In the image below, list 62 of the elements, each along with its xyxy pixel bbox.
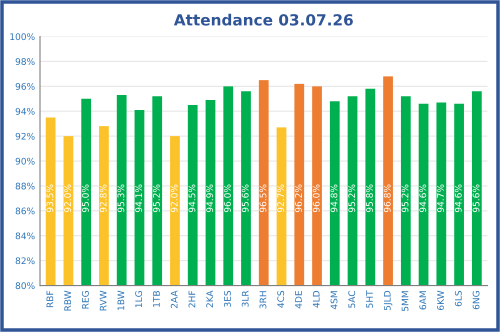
x-tick-label: 2HF — [188, 290, 196, 308]
data-label: 94.6% — [454, 184, 462, 212]
y-tick-label: 80% — [16, 282, 35, 290]
chart-title: Attendance 03.07.26 — [174, 14, 353, 26]
data-label: 92.0% — [170, 184, 178, 212]
x-tick-label: 1TB — [153, 291, 160, 307]
x-tick-label: 4LD — [312, 290, 320, 308]
data-label: 95.6% — [472, 184, 480, 212]
y-tick-label: 92% — [16, 132, 35, 140]
x-tick-label: REG — [82, 291, 89, 308]
y-tick-label: 84% — [16, 232, 35, 240]
y-tick-label: 86% — [16, 208, 35, 214]
data-label: 95.2% — [402, 184, 408, 212]
data-label: 94.9% — [206, 184, 214, 212]
y-tick-label: 98% — [16, 58, 35, 65]
x-tick-label: 5MM — [402, 291, 408, 312]
data-label: 96.8% — [384, 184, 391, 212]
x-tick-label: 3RH — [260, 291, 266, 308]
y-tick-label: 88% — [16, 182, 35, 190]
x-tick-label: 6KW — [437, 290, 444, 310]
data-label: 95.2% — [348, 184, 356, 212]
data-label: 96.0% — [312, 184, 320, 212]
x-tick-label: RBW — [64, 290, 71, 311]
y-tick-label: 90% — [16, 158, 35, 165]
y-tick-label: 100% — [10, 33, 35, 40]
data-label: 92.0% — [64, 184, 72, 212]
data-label: 92.8% — [100, 184, 107, 212]
data-label: 96.0% — [224, 184, 231, 212]
data-label: 95.6% — [242, 184, 249, 212]
x-tick-label: 6LS — [454, 290, 462, 306]
x-tick-label: RBF — [46, 290, 54, 308]
data-label: 94.1% — [135, 184, 142, 212]
data-label: 94.5% — [188, 184, 196, 212]
data-label: 95.0% — [82, 184, 89, 212]
x-tick-label: 5JLD — [384, 290, 392, 310]
data-label: 96.5% — [260, 184, 266, 212]
data-label: 94.6% — [419, 184, 426, 212]
x-tick-label: 1LG — [135, 291, 142, 308]
x-tick-label: 4DE — [295, 290, 302, 308]
x-tick-label: 6AM — [419, 291, 426, 310]
data-label: 94.8% — [330, 184, 338, 212]
data-label: 92.7% — [277, 184, 284, 212]
x-tick-label: 3LR — [242, 290, 249, 307]
x-tick-label: 5HT — [366, 290, 373, 308]
x-tick-label: 4CS — [277, 290, 284, 308]
data-label: 95.3% — [117, 184, 124, 212]
data-label: 95.2% — [152, 184, 160, 212]
y-tick-label: 96% — [16, 83, 35, 90]
data-label: 96.2% — [295, 184, 302, 212]
x-tick-label: 3ES — [224, 290, 231, 307]
y-tick-label: 82% — [16, 257, 35, 264]
data-label: 95.8% — [366, 184, 373, 212]
x-tick-label: 2KA — [206, 290, 213, 308]
x-tick-label: 4SM — [330, 291, 338, 310]
x-tick-label: 1BW — [118, 290, 124, 310]
data-label: 94.7% — [437, 184, 444, 212]
x-tick-label: 2AA — [170, 290, 178, 308]
data-label: 93.5% — [46, 184, 54, 212]
y-tick-label: 94% — [16, 108, 35, 115]
x-tick-label: RVW — [100, 290, 106, 310]
x-tick-label: 6NG — [472, 291, 480, 310]
x-tick-label: 5AC — [348, 290, 356, 308]
